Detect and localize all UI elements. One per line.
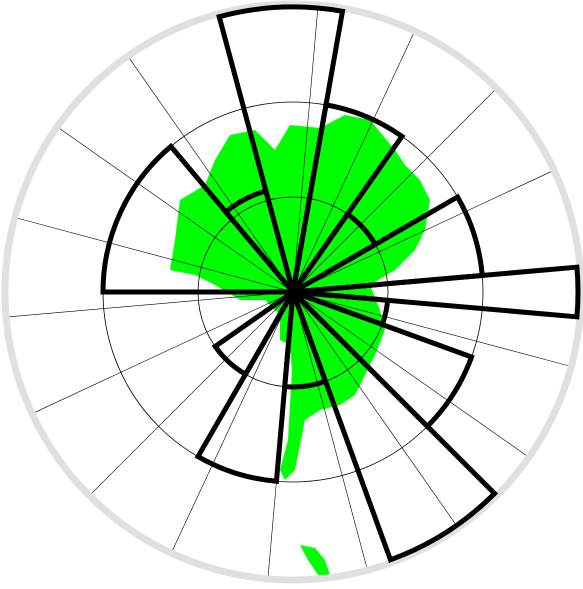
bar: [100, 142, 299, 295]
spoke: [17, 217, 294, 293]
bar: [290, 290, 499, 564]
map-island: [300, 545, 330, 575]
spoke: [292, 33, 414, 293]
bar: [194, 290, 296, 484]
spoke: [9, 291, 294, 318]
spoke: [292, 291, 527, 456]
spoke: [292, 291, 569, 367]
spoke: [292, 8, 319, 293]
bar: [290, 101, 406, 294]
spoke: [292, 291, 368, 568]
spoke: [292, 291, 457, 526]
bar: [292, 264, 581, 320]
spoke: [292, 171, 552, 293]
spoke: [59, 128, 294, 293]
spoke: [172, 291, 294, 551]
spoke: [292, 90, 495, 293]
bar: [211, 289, 296, 378]
spoke: [34, 291, 294, 413]
spoke: [129, 58, 294, 293]
spoke: [91, 291, 294, 494]
bar: [216, 4, 346, 293]
